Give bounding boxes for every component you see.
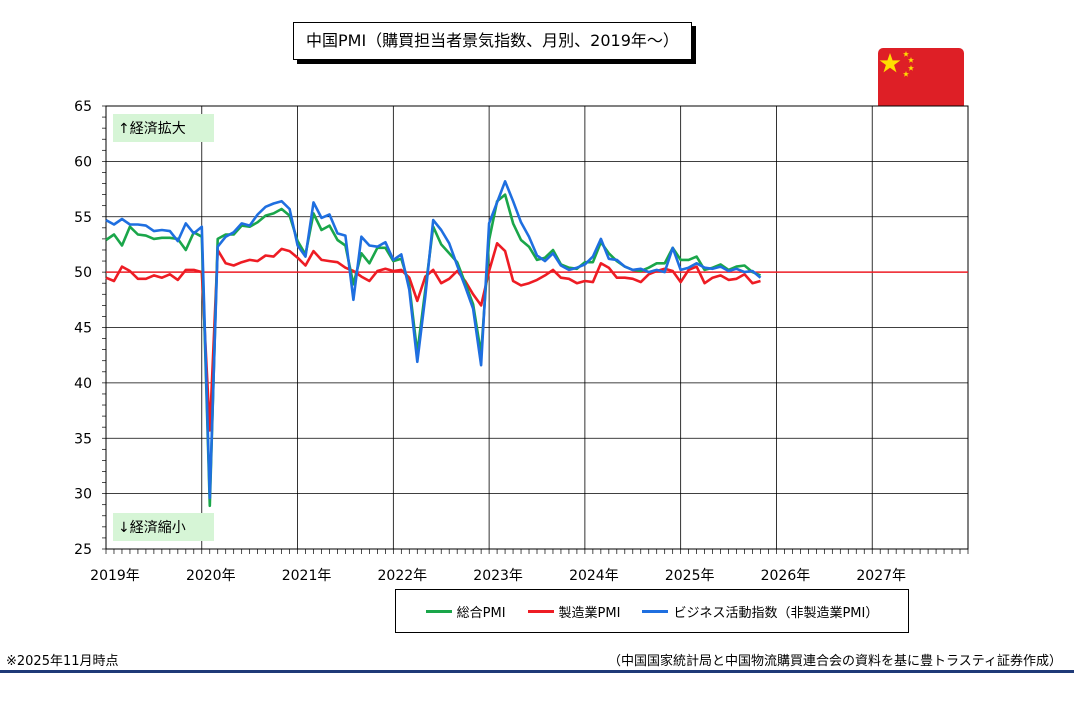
- annotation-box: [113, 114, 214, 142]
- series-line-nonmanufacturing: [105, 180, 762, 500]
- y-tick-label: 60: [74, 154, 92, 170]
- legend-swatch-nonmanufacturing: [642, 609, 669, 613]
- legend-label-manufacturing: 製造業PMI: [558, 605, 621, 621]
- y-tick-label: 65: [74, 99, 92, 115]
- legend-label-composite: 総合PMI: [456, 605, 506, 621]
- annotation-expansion: ↑経済拡大: [118, 121, 186, 137]
- legend-item-nonmanufacturing: ビジネス活動指数（非製造業PMI）: [642, 602, 878, 621]
- bottom-divider: [0, 670, 1074, 673]
- x-tick-label: 2019年: [90, 568, 140, 584]
- x-tick-label: 2027年: [856, 568, 906, 584]
- x-tick-label: 2024年: [569, 568, 619, 584]
- legend-swatch-composite: [425, 609, 452, 613]
- annotation-box: [113, 513, 214, 541]
- legend-item-manufacturing: 製造業PMI: [527, 602, 621, 621]
- x-tick-label: 2025年: [665, 568, 715, 584]
- x-tick-label: 2026年: [761, 568, 811, 584]
- y-tick-label: 25: [74, 542, 92, 558]
- y-tick-label: 40: [74, 376, 92, 392]
- x-tick-label: 2021年: [282, 568, 332, 584]
- y-tick-label: 35: [74, 431, 92, 447]
- legend-item-composite: 総合PMI: [425, 602, 506, 621]
- chart-title: 中国PMI（購買担当者景気指数、月別、2019年〜）: [293, 22, 692, 60]
- china-flag-icon: [878, 48, 964, 110]
- legend-swatch-manufacturing: [527, 609, 554, 613]
- x-tick-label: 2022年: [378, 568, 428, 584]
- chart-legend: 総合PMI 製造業PMI ビジネス活動指数（非製造業PMI）: [395, 589, 909, 633]
- source-note: （中国国家統計局と中国物流購買連合会の資料を基に豊トラスティ証券作成）: [608, 654, 1062, 669]
- x-tick-label: 2023年: [473, 568, 523, 584]
- annotation-contraction: ↓経済縮小: [118, 520, 186, 536]
- y-tick-label: 30: [74, 487, 92, 503]
- legend-label-nonmanufacturing: ビジネス活動指数（非製造業PMI）: [673, 605, 879, 621]
- y-tick-label: 45: [74, 321, 92, 337]
- y-tick-label: 55: [74, 210, 92, 226]
- y-tick-label: 50: [74, 265, 92, 281]
- as-of-note: ※2025年11月時点: [6, 654, 119, 669]
- x-tick-label: 2020年: [186, 568, 236, 584]
